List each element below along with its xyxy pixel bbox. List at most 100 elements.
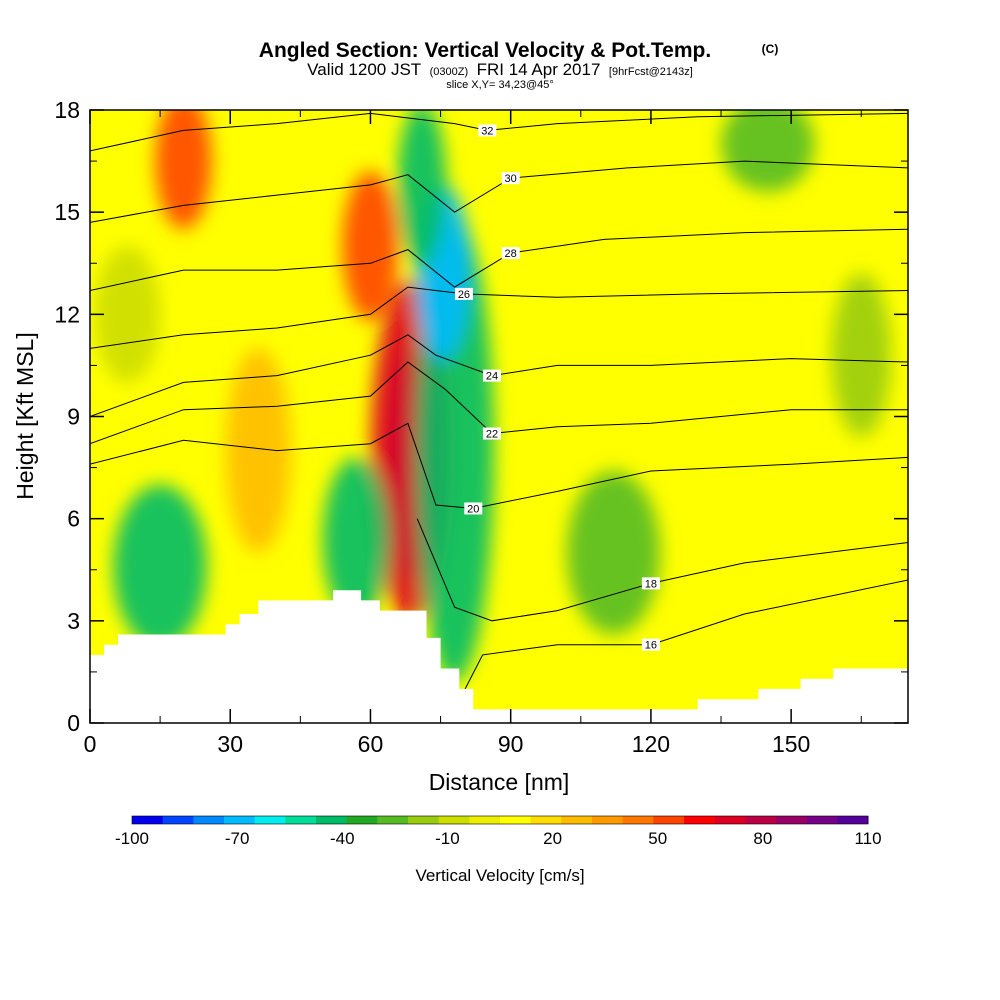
x-tick-label: 150 xyxy=(772,731,810,757)
contour-label-18: 18 xyxy=(645,578,657,590)
theta-contour-16 xyxy=(454,579,908,710)
terrain xyxy=(90,590,908,723)
theta-contour-26 xyxy=(90,286,908,349)
colorbar-tick-label: -10 xyxy=(435,829,460,848)
plot-area: 16 18 20 22 24 26 28 30 32 xyxy=(90,110,908,723)
contour-label-box-18 xyxy=(641,577,660,590)
colorbar-tick-label: 20 xyxy=(543,829,562,848)
contour-label-box-24 xyxy=(482,369,501,382)
y-tick-label: 3 xyxy=(67,608,80,634)
colorbar-swatch xyxy=(530,816,562,824)
y-tick-label: 18 xyxy=(54,97,80,123)
field-feature-12 xyxy=(225,348,291,553)
y-tick-label: 15 xyxy=(54,199,80,225)
field-feature-5 xyxy=(155,110,212,230)
valid-zulu: (0300Z) xyxy=(430,66,469,78)
colorbar-swatch xyxy=(806,816,838,824)
theta-contour-28 xyxy=(90,228,908,291)
contour-label-box-22 xyxy=(482,427,501,440)
contour-label-box-28 xyxy=(501,247,520,260)
colorbar-swatch xyxy=(316,816,348,824)
field-feature-4 xyxy=(397,110,447,267)
contour-label-24: 24 xyxy=(486,371,498,383)
colorbar-swatch xyxy=(224,816,256,824)
contour-label-28: 28 xyxy=(505,248,517,260)
colorbar-swatch xyxy=(745,816,777,824)
contour-label-box-26 xyxy=(454,287,473,300)
title-unit: (C) xyxy=(762,42,779,56)
colorbar-swatch xyxy=(408,816,440,824)
colorbar-swatch xyxy=(837,816,869,824)
theta-contour-20 xyxy=(90,422,908,510)
colorbar-swatch xyxy=(162,816,194,824)
y-tick-label: 0 xyxy=(67,710,80,736)
forecast-info: [9hrFcst@2143z] xyxy=(609,66,693,78)
colorbar-swatch xyxy=(500,816,532,824)
colorbar-swatch xyxy=(285,816,317,824)
contour-label-22: 22 xyxy=(486,429,498,441)
theta-contour-22 xyxy=(90,361,908,445)
x-tick-label: 120 xyxy=(632,731,670,757)
x-axis-label: Distance [nm] xyxy=(429,769,570,795)
field-feature-6 xyxy=(342,171,399,322)
field-feature-10 xyxy=(721,110,815,192)
x-tick-label: 0 xyxy=(84,731,97,757)
slice-info: slice X,Y= 34,23@45° xyxy=(446,79,554,91)
y-axis-label: Height [Kft MSL] xyxy=(12,332,38,499)
plot-background xyxy=(90,110,908,723)
valid-prefix: Valid 1200 JST xyxy=(307,60,421,79)
colorbar-tick-label: -100 xyxy=(115,829,149,848)
colorbar-swatch xyxy=(622,816,654,824)
colorbar-swatch xyxy=(346,816,378,824)
colorbar-swatch xyxy=(193,816,225,824)
contour-label-30: 30 xyxy=(505,173,517,185)
field-feature-7 xyxy=(322,457,391,621)
theta-contours xyxy=(90,112,908,710)
x-tick-label: 60 xyxy=(358,731,384,757)
colorbar-label: Vertical Velocity [cm/s] xyxy=(415,866,584,885)
theta-contour-18 xyxy=(416,518,908,622)
y-tick-label: 6 xyxy=(67,506,80,532)
colorbar-frame xyxy=(131,815,869,825)
contour-label-26: 26 xyxy=(458,289,470,301)
valid-line: Valid 1200 JST (0300Z) FRI 14 Apr 2017 [… xyxy=(307,60,693,79)
colorbar-tick-label: 50 xyxy=(648,829,667,848)
contour-label-box-30 xyxy=(501,172,520,185)
colorbar-swatch xyxy=(377,816,409,824)
x-tick-label: 90 xyxy=(498,731,524,757)
field-feature-13 xyxy=(94,246,161,383)
colorbar-swatch xyxy=(592,816,624,824)
theta-contour-24 xyxy=(90,334,908,417)
velocity-field xyxy=(94,110,892,683)
colorbar-swatch xyxy=(254,816,286,824)
contour-label-box-20 xyxy=(464,502,483,515)
colorbar-swatch xyxy=(684,816,716,824)
contour-label-box-16 xyxy=(641,638,660,651)
colorbar-tick-label: -70 xyxy=(225,829,250,848)
valid-date: FRI 14 Apr 2017 xyxy=(477,60,601,79)
y-tick-label: 9 xyxy=(67,404,80,430)
y-tick-label: 12 xyxy=(54,301,80,327)
contour-label-box-32 xyxy=(478,124,497,137)
axes: 0 30 60 90 120 150 0 3 6 9 12 15 18 xyxy=(54,97,908,757)
contour-label-20: 20 xyxy=(467,503,479,515)
colorbar-swatch xyxy=(714,816,746,824)
x-tick-label: 30 xyxy=(217,731,243,757)
chart-title: Angled Section: Vertical Velocity & Pot.… xyxy=(259,39,711,62)
colorbar-tick-label: -40 xyxy=(330,829,355,848)
field-feature-11 xyxy=(831,273,892,437)
theta-contour-labels: 16 18 20 22 24 26 28 30 32 xyxy=(454,124,660,652)
colorbar-tick-label: 110 xyxy=(854,829,881,848)
colorbar: -100 -70 -40 -10 20 50 80 110 xyxy=(115,815,882,848)
colorbar-swatch xyxy=(132,816,164,824)
colorbar-swatch xyxy=(776,816,808,824)
field-feature-8 xyxy=(113,484,207,649)
colorbar-tick-label: 80 xyxy=(753,829,772,848)
colorbar-swatch xyxy=(653,816,685,824)
colorbar-swatch xyxy=(561,816,593,824)
theta-contour-30 xyxy=(90,160,908,223)
colorbar-swatch xyxy=(469,816,501,824)
field-feature-9 xyxy=(566,470,661,635)
contour-label-16: 16 xyxy=(645,640,657,652)
